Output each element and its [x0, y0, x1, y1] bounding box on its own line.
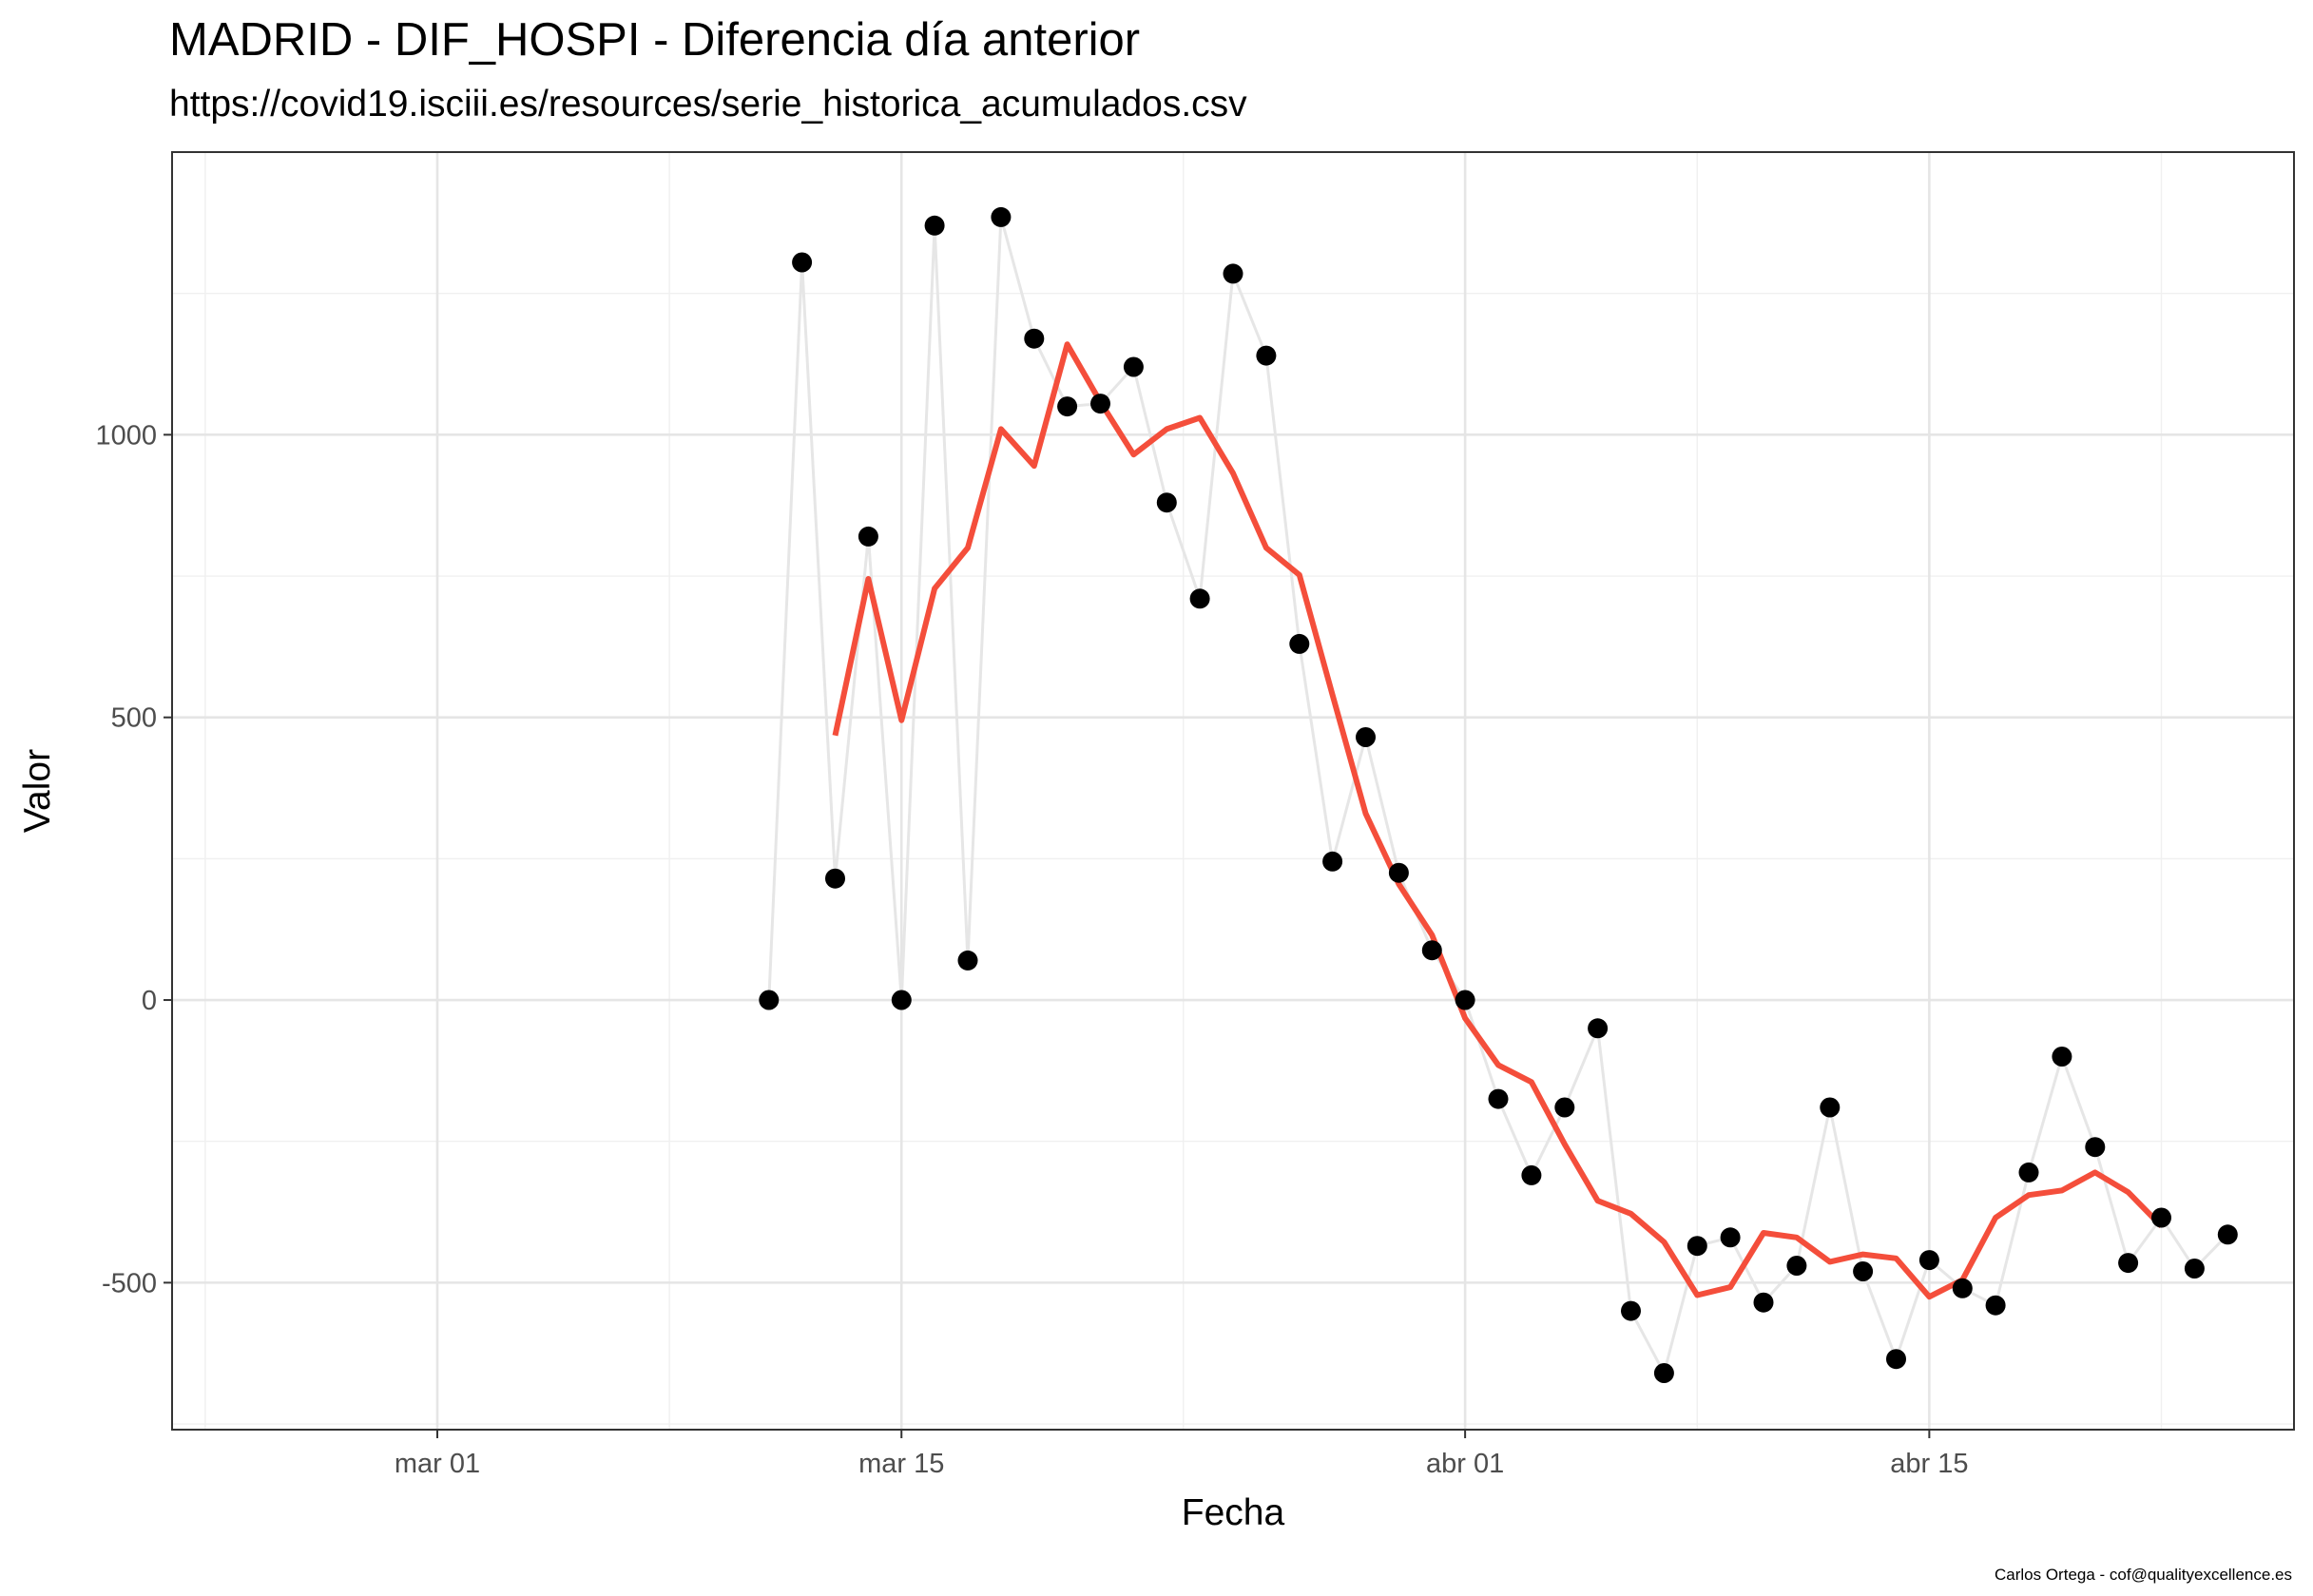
data-point	[1554, 1097, 1575, 1118]
chart-subtitle: https://covid19.isciii.es/resources/seri…	[169, 84, 1247, 125]
x-axis-title: Fecha	[1182, 1492, 1285, 1533]
x-tick-label: abr 15	[1890, 1449, 1968, 1479]
data-point	[1057, 396, 1078, 417]
data-point	[2118, 1253, 2139, 1274]
data-point	[1488, 1088, 1509, 1109]
data-point	[2052, 1047, 2072, 1067]
data-point	[759, 990, 780, 1010]
data-point	[924, 215, 945, 236]
data-point	[1687, 1236, 1707, 1257]
data-point	[1621, 1300, 1641, 1321]
x-tick-label: abr 01	[1426, 1449, 1504, 1479]
data-point	[1421, 940, 1442, 961]
x-tick-label: mar 15	[858, 1449, 944, 1479]
y-tick-label: 0	[142, 986, 157, 1016]
panel-border	[171, 151, 2295, 1431]
data-point	[1123, 356, 1144, 377]
smooth-line-layer	[832, 341, 2164, 1300]
data-point	[1985, 1295, 2006, 1316]
data-point	[1223, 263, 1243, 284]
data-point	[891, 990, 912, 1010]
grid-major-y	[172, 433, 2294, 1284]
data-point	[2018, 1162, 2039, 1183]
data-point	[2085, 1137, 2106, 1158]
data-point	[1853, 1261, 1874, 1281]
raw-line-layer	[767, 217, 2229, 1377]
data-point	[1820, 1097, 1841, 1118]
data-point	[991, 206, 1012, 227]
data-point	[1588, 1018, 1609, 1039]
data-point	[1952, 1278, 1973, 1298]
data-point	[1720, 1227, 1741, 1248]
data-point	[792, 252, 813, 273]
data-point	[1356, 727, 1376, 747]
data-point	[1521, 1164, 1542, 1185]
data-point	[957, 950, 978, 971]
smoothed-trend-line	[832, 341, 2164, 1300]
data-point	[1090, 394, 1110, 414]
data-point	[1886, 1349, 1906, 1370]
data-point	[825, 868, 845, 889]
data-point	[2151, 1207, 2171, 1228]
y-tick-label: 500	[111, 703, 157, 734]
data-point	[2217, 1224, 2238, 1245]
data-point	[858, 526, 878, 547]
data-point	[1918, 1250, 1939, 1271]
data-point	[1786, 1256, 1807, 1276]
data-point	[1322, 851, 1343, 872]
caption-credit: Carlos Ortega - cof@qualityexcellence.es	[1994, 1566, 2292, 1584]
x-tick-label: mar 01	[395, 1449, 480, 1479]
data-point	[1753, 1292, 1774, 1313]
data-point	[1189, 588, 1210, 609]
y-axis-title: Valor	[17, 749, 58, 833]
x-axis-ticks: mar 01 mar 15 abr 01 abr 15	[395, 1430, 1968, 1479]
grid-minor-y	[172, 292, 2294, 1425]
y-tick-label: -500	[102, 1268, 157, 1298]
data-point	[1653, 1363, 1674, 1383]
data-point	[1156, 492, 1177, 513]
points-layer	[759, 206, 2238, 1383]
data-point	[2184, 1259, 2205, 1279]
data-point	[1289, 633, 1310, 654]
data-point	[1024, 328, 1045, 349]
y-axis-ticks: -500 0 500 1000	[95, 420, 172, 1298]
grid-minor-x	[204, 152, 2163, 1430]
y-tick-label: 1000	[95, 420, 157, 451]
chart-title: MADRID - DIF_HOSPI - Diferencia día ante…	[169, 14, 1141, 66]
data-point	[1256, 345, 1277, 366]
data-point	[1388, 862, 1409, 883]
grid-major-x	[435, 152, 1931, 1430]
daily-values-line	[767, 217, 2229, 1377]
data-point	[1455, 990, 1475, 1010]
